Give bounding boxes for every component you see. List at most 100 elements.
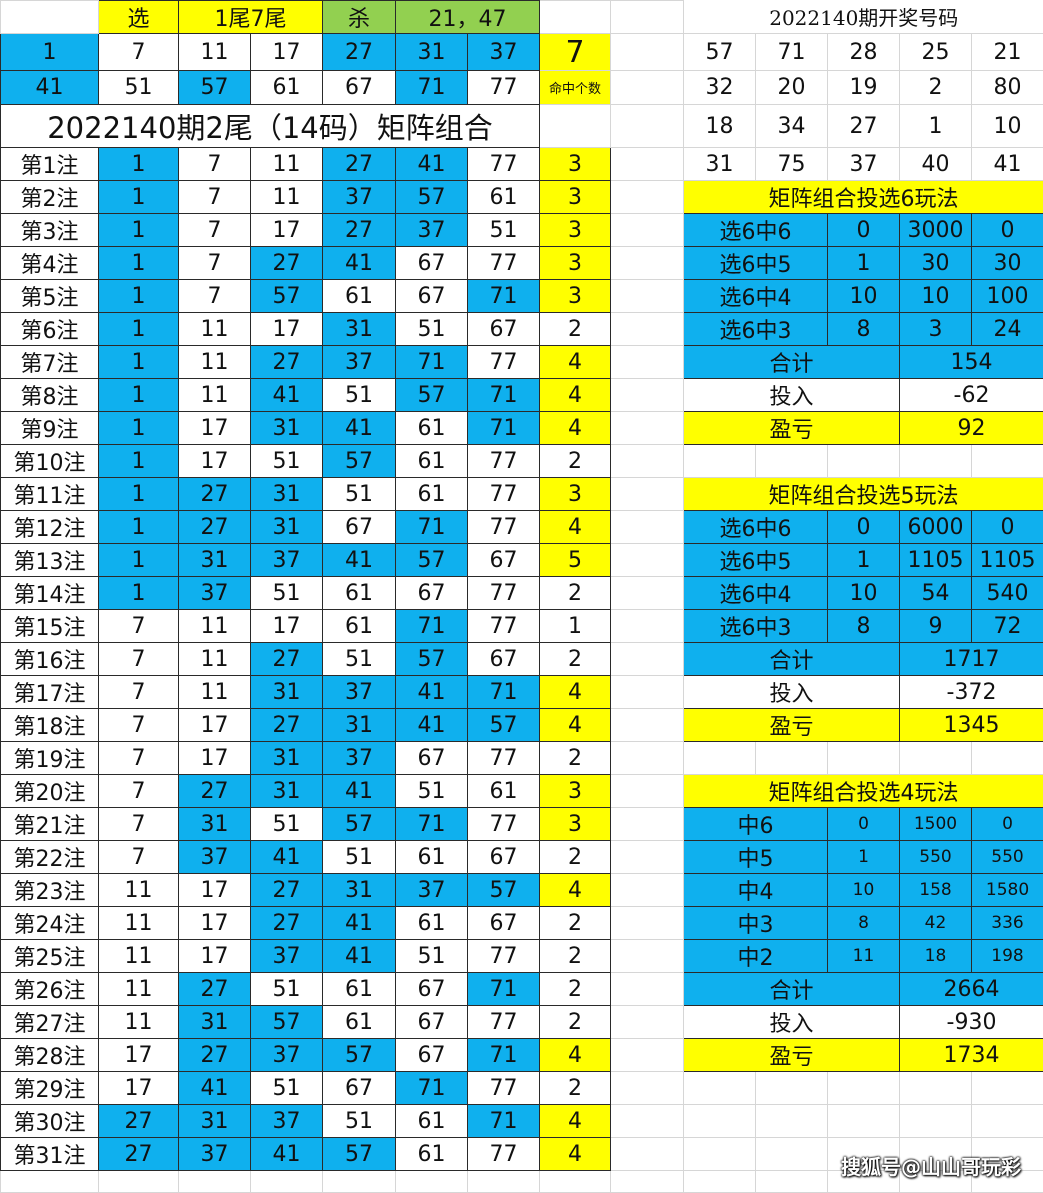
plan-tier-value[interactable]: 336 — [972, 907, 1043, 940]
empty-cell[interactable] — [972, 1105, 1043, 1138]
draw-number[interactable]: 2 — [900, 71, 972, 105]
bet-number[interactable]: 37 — [396, 874, 468, 907]
plan-tier-value[interactable]: 54 — [900, 577, 972, 610]
bet-number[interactable]: 61 — [468, 181, 540, 214]
empty-cell[interactable] — [972, 742, 1043, 775]
bet-number[interactable]: 61 — [396, 907, 468, 940]
empty-cell[interactable] — [684, 1072, 756, 1105]
plan-tier-label[interactable]: 选6中4 — [684, 280, 828, 313]
bet-number[interactable]: 57 — [396, 544, 468, 577]
bet-label[interactable]: 第1注 — [1, 148, 99, 181]
bet-label[interactable]: 第2注 — [1, 181, 99, 214]
bet-number[interactable]: 77 — [468, 940, 540, 973]
bet-label[interactable]: 第9注 — [1, 412, 99, 445]
bet-number[interactable]: 57 — [323, 1039, 396, 1072]
bet-number[interactable]: 51 — [251, 808, 323, 841]
bet-number[interactable]: 57 — [251, 280, 323, 313]
empty-cell[interactable] — [756, 445, 828, 478]
plan-profit-label[interactable]: 盈亏 — [684, 412, 900, 445]
bet-number[interactable]: 61 — [323, 1006, 396, 1039]
bet-number[interactable]: 51 — [323, 1105, 396, 1138]
bet-number[interactable]: 61 — [396, 1105, 468, 1138]
empty-cell[interactable] — [540, 1, 611, 34]
empty-cell[interactable] — [611, 105, 684, 148]
bet-number[interactable]: 17 — [179, 742, 251, 775]
plan-total-value[interactable]: 2664 — [900, 973, 1043, 1006]
bet-number[interactable]: 37 — [179, 841, 251, 874]
plan-tier-value[interactable]: 18 — [900, 940, 972, 973]
kill-label[interactable]: 杀 — [323, 1, 396, 34]
bet-number[interactable]: 57 — [396, 181, 468, 214]
pool-number[interactable]: 61 — [251, 71, 323, 105]
bet-number[interactable]: 31 — [251, 412, 323, 445]
draw-number[interactable]: 75 — [756, 148, 828, 181]
plan-tier-value[interactable]: 10 — [900, 280, 972, 313]
bet-number[interactable]: 1 — [99, 511, 179, 544]
bet-number[interactable]: 1 — [99, 412, 179, 445]
draw-number[interactable]: 40 — [900, 148, 972, 181]
draw-number[interactable]: 71 — [756, 34, 828, 71]
empty-cell[interactable] — [611, 1039, 684, 1072]
bet-hits[interactable]: 2 — [540, 1072, 611, 1105]
bet-number[interactable]: 7 — [99, 709, 179, 742]
bet-number[interactable]: 37 — [251, 544, 323, 577]
bet-hits[interactable]: 2 — [540, 973, 611, 1006]
empty-cell[interactable] — [611, 973, 684, 1006]
empty-cell[interactable] — [900, 742, 972, 775]
plan-profit-value[interactable]: 1734 — [900, 1039, 1043, 1072]
plan-cost-value[interactable]: -372 — [900, 676, 1043, 709]
bet-number[interactable]: 61 — [323, 280, 396, 313]
bet-number[interactable]: 57 — [396, 643, 468, 676]
plan-tier-value[interactable]: 8 — [828, 313, 900, 346]
bet-number[interactable]: 31 — [179, 544, 251, 577]
bet-number[interactable]: 77 — [468, 1072, 540, 1105]
bet-number[interactable]: 37 — [323, 181, 396, 214]
bet-number[interactable]: 61 — [396, 412, 468, 445]
bet-number[interactable]: 41 — [396, 709, 468, 742]
bet-number[interactable]: 51 — [323, 643, 396, 676]
bet-number[interactable]: 67 — [468, 643, 540, 676]
plan-tier-label[interactable]: 中4 — [684, 874, 828, 907]
bet-number[interactable]: 7 — [179, 148, 251, 181]
plan-tier-value[interactable]: 0 — [972, 214, 1043, 247]
bet-hits[interactable]: 4 — [540, 379, 611, 412]
bet-number[interactable]: 61 — [468, 775, 540, 808]
empty-cell[interactable] — [611, 1006, 684, 1039]
bet-hits[interactable]: 2 — [540, 1006, 611, 1039]
bet-number[interactable]: 27 — [179, 511, 251, 544]
bet-number[interactable]: 77 — [468, 1006, 540, 1039]
bet-number[interactable]: 1 — [99, 445, 179, 478]
pool-number[interactable]: 1 — [1, 34, 99, 71]
plan-cost-value[interactable]: -930 — [900, 1006, 1043, 1039]
bet-number[interactable]: 41 — [179, 1072, 251, 1105]
empty-cell[interactable] — [756, 1105, 828, 1138]
bet-number[interactable]: 17 — [251, 313, 323, 346]
pool-hits[interactable]: 7 — [540, 34, 611, 71]
empty-cell[interactable] — [972, 1072, 1043, 1105]
plan-tier-label[interactable]: 选6中6 — [684, 214, 828, 247]
bet-number[interactable]: 27 — [251, 346, 323, 379]
plan-tier-value[interactable]: 10 — [828, 577, 900, 610]
bet-number[interactable]: 51 — [396, 775, 468, 808]
bet-number[interactable]: 7 — [179, 214, 251, 247]
bet-number[interactable]: 77 — [468, 511, 540, 544]
bet-number[interactable]: 51 — [251, 445, 323, 478]
page-title[interactable]: 2022140期2尾（14码）矩阵组合 — [1, 105, 540, 148]
bet-label[interactable]: 第4注 — [1, 247, 99, 280]
bet-number[interactable]: 51 — [396, 313, 468, 346]
empty-cell[interactable] — [611, 907, 684, 940]
empty-cell[interactable] — [611, 709, 684, 742]
bet-number[interactable]: 57 — [323, 445, 396, 478]
empty-cell[interactable] — [611, 775, 684, 808]
bet-number[interactable]: 41 — [323, 775, 396, 808]
plan-tier-label[interactable]: 中5 — [684, 841, 828, 874]
bet-number[interactable]: 7 — [99, 808, 179, 841]
bet-number[interactable]: 11 — [251, 148, 323, 181]
empty-cell[interactable] — [323, 1171, 396, 1193]
bet-label[interactable]: 第10注 — [1, 445, 99, 478]
draw-number[interactable]: 1 — [900, 105, 972, 148]
bet-label[interactable]: 第28注 — [1, 1039, 99, 1072]
bet-number[interactable]: 61 — [323, 610, 396, 643]
bet-number[interactable]: 71 — [396, 511, 468, 544]
bet-number[interactable]: 67 — [323, 1072, 396, 1105]
